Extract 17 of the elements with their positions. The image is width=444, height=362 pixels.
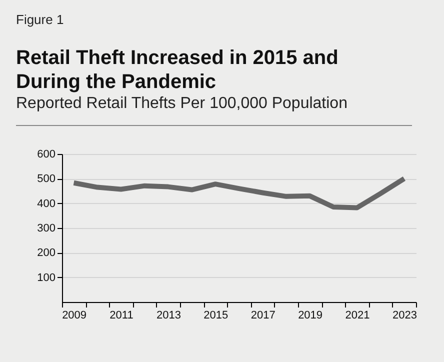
x-tick-label: 2011 [110,310,134,322]
x-tick-label: 2015 [204,310,228,322]
caption: Figure 1 [16,12,64,27]
x-tick-label: 2019 [298,310,323,322]
x-tick-label: 2013 [156,310,181,322]
y-tick-label: 100 [37,272,56,284]
y-tick-label: 400 [37,198,56,210]
x-tick-label: 2009 [62,310,87,322]
y-tick-label: 600 [37,148,56,160]
y-tick-label: 500 [37,173,56,186]
y-tick-label: 300 [37,222,56,234]
x-tick-label: 2017 [250,310,276,322]
chart-title: Retail Theft Increased in 2015 and During the Pandemic [16,46,340,94]
x-tick-label: 2021 [345,310,370,322]
x-tick-label: 2023 [392,310,417,322]
y-tick-label: 200 [37,247,56,260]
chart-subtitle: Reported Retail Thefts Per 100,000 Population [16,95,348,113]
